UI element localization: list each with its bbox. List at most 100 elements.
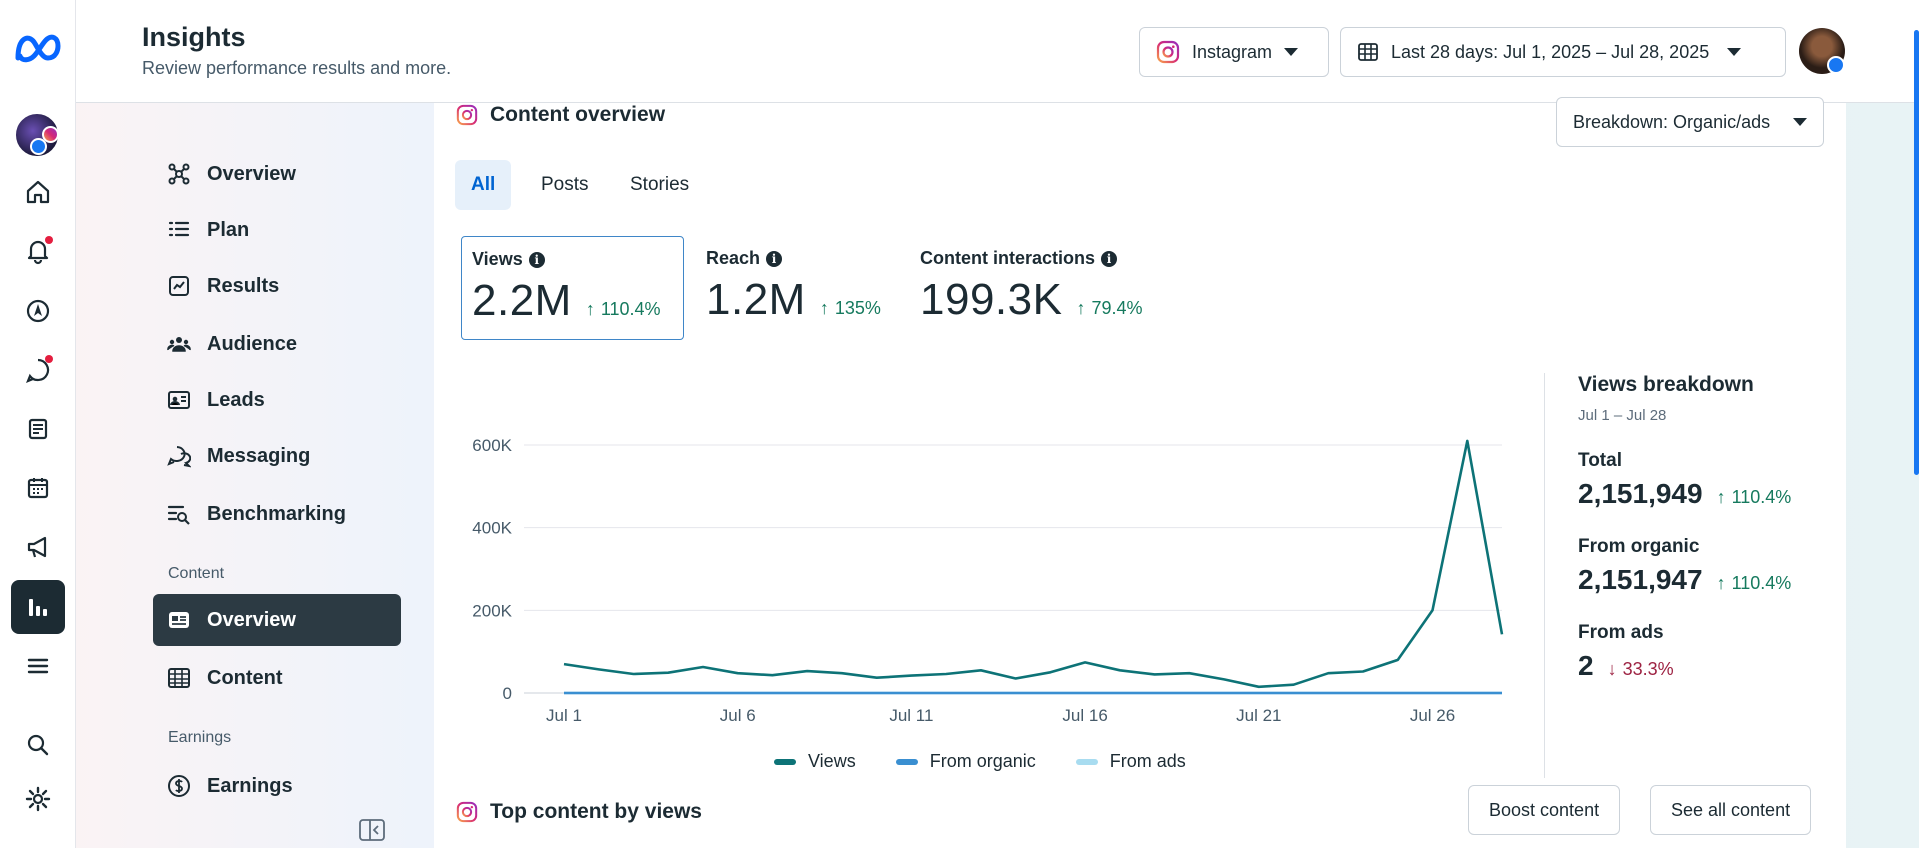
benchmarking-icon — [167, 505, 190, 525]
sidebar-item-label: Leads — [207, 388, 265, 411]
sidebar-item-label: Messaging — [207, 444, 311, 467]
arrow-up-icon: ↑ — [585, 299, 595, 319]
legend-label-views[interactable]: Views — [808, 751, 856, 771]
sidebar-item-content-overview[interactable]: Overview — [153, 594, 401, 646]
sidebar-item-label: Benchmarking — [207, 502, 346, 525]
calendar-grid-icon — [1358, 43, 1378, 61]
date-range-label: Last 28 days: Jul 1, 2025 – Jul 28, 2025 — [1391, 41, 1710, 62]
sidebar-item-plan[interactable]: Plan — [153, 204, 401, 256]
chat-bubble-icon[interactable] — [11, 343, 65, 397]
platform-select-label: Instagram — [1192, 41, 1273, 62]
sidebar-section-content: Content — [168, 565, 225, 582]
left-rail — [0, 0, 76, 848]
breakdown-title: Views breakdown — [1578, 373, 1754, 396]
meta-logo-icon[interactable] — [12, 28, 64, 68]
arrow-up-icon: ↑ — [819, 298, 829, 318]
content-overview-icon — [169, 612, 189, 628]
section-title: Content overview — [490, 103, 666, 126]
legend-swatch-views — [774, 758, 796, 765]
sidebar-item-messaging[interactable]: Messaging — [153, 430, 401, 482]
legend-swatch-ads — [1075, 758, 1098, 765]
home-icon[interactable] — [11, 165, 65, 219]
arrow-up-icon: ↑ — [1716, 487, 1726, 507]
facebook-badge-icon — [1827, 56, 1845, 74]
breakdown-change: ↑ 110.4% — [1716, 573, 1792, 593]
top-content-heading: Top content by views — [456, 800, 702, 824]
metric-change: ↑ 110.4% — [585, 299, 661, 319]
metric-label: Reach — [706, 248, 761, 268]
messaging-icon — [167, 446, 191, 468]
tab-posts[interactable]: Posts — [541, 174, 589, 195]
metric-value: 1.2M — [706, 275, 806, 324]
see-all-content-button[interactable]: See all content — [1650, 785, 1812, 835]
sidebar-item-label: Audience — [207, 332, 298, 355]
plan-icon — [168, 221, 190, 237]
menu-hamburger-icon[interactable] — [11, 639, 65, 693]
sidebar-item-benchmarking[interactable]: Benchmarking — [153, 488, 401, 540]
metric-change: ↑ 135% — [819, 298, 881, 318]
metric-views[interactable]: Views i 2.2M ↑ 110.4% — [461, 236, 684, 340]
breakdown-value: 2 — [1578, 650, 1594, 681]
info-icon[interactable]: i — [766, 250, 783, 267]
legend-swatch-organic — [895, 758, 918, 765]
tab-stories[interactable]: Stories — [630, 174, 690, 195]
legend-label-organic[interactable]: From organic — [929, 751, 1036, 771]
settings-gear-icon[interactable] — [11, 772, 65, 826]
search-icon[interactable] — [11, 718, 65, 772]
x-tick-label: Jul 11 — [889, 706, 933, 725]
megaphone-icon[interactable] — [11, 520, 65, 574]
platform-select[interactable]: Instagram — [1139, 27, 1329, 77]
notifications-bell-icon[interactable] — [11, 224, 65, 278]
metric-value: 199.3K — [920, 275, 1063, 324]
info-icon[interactable]: i — [528, 251, 545, 268]
sidebar-item-overview[interactable]: Overview — [153, 148, 401, 200]
posts-feed-icon[interactable] — [11, 402, 65, 456]
compass-icon[interactable] — [11, 284, 65, 338]
section-title: Top content by views — [490, 800, 702, 823]
breakdown-label: From ads — [1578, 622, 1664, 643]
y-tick-label: 400K — [472, 519, 512, 538]
sidebar-item-label: Content — [207, 666, 283, 689]
metric-content-interactions[interactable]: Content interactions i 199.3K ↑ 79.4% — [910, 236, 1170, 340]
sidebar-item-leads[interactable]: Leads — [153, 374, 401, 426]
y-tick-label: 0 — [503, 684, 512, 703]
sidebar-item-audience[interactable]: Audience — [153, 318, 401, 370]
breakdown-select[interactable]: Breakdown: Organic/ads — [1556, 97, 1824, 147]
dollar-icon — [168, 775, 190, 797]
breakdown-row-ads: From ads 2 ↓ 33.3% — [1578, 622, 1674, 682]
views-breakdown-panel: Views breakdown Jul 1 – Jul 28 — [1578, 373, 1754, 424]
breakdown-value: 2,151,949 — [1578, 478, 1703, 509]
tab-all[interactable]: All — [455, 160, 512, 210]
sidebar-section-earnings: Earnings — [168, 729, 232, 746]
page-scrollbar[interactable] — [1914, 30, 1919, 475]
date-range-select[interactable]: Last 28 days: Jul 1, 2025 – Jul 28, 2025 — [1340, 27, 1786, 77]
insights-bar-chart-icon[interactable] — [11, 580, 65, 634]
info-icon[interactable]: i — [1101, 250, 1118, 267]
boost-content-button[interactable]: Boost content — [1468, 785, 1621, 835]
breakdown-label: Total — [1578, 450, 1622, 471]
series-line-views[interactable] — [563, 439, 1504, 689]
x-tick-label: Jul 21 — [1236, 706, 1281, 725]
facebook-badge-icon — [30, 138, 47, 155]
chart-legend: Views From organic From ads — [774, 751, 1186, 772]
instagram-icon — [1156, 40, 1180, 64]
notification-dot — [45, 236, 53, 244]
sidebar-item-results[interactable]: Results — [153, 260, 401, 312]
collapse-sidebar-icon[interactable] — [358, 818, 386, 842]
metric-reach[interactable]: Reach i 1.2M ↑ 135% — [696, 236, 896, 340]
views-line-chart[interactable]: 0 200K 400K 600K Jul 1 Jul 6 Jul 11 Jul 16 Jul 2… — [434, 343, 1534, 743]
legend-label-ads[interactable]: From ads — [1109, 751, 1186, 771]
calendar-icon[interactable] — [11, 461, 65, 515]
instagram-icon — [456, 104, 478, 126]
y-tick-label: 200K — [472, 601, 512, 620]
instagram-badge-icon — [42, 126, 59, 143]
breakdown-change: ↓ 33.3% — [1607, 659, 1674, 679]
metric-label: Content interactions — [920, 248, 1096, 268]
content-overview-card: Content overview Breakdown: Organic/ads … — [434, 97, 1846, 848]
sidebar-item-label: Plan — [207, 218, 250, 241]
sidebar-item-earnings[interactable]: Earnings — [153, 760, 401, 812]
breakdown-row-organic: From organic 2,151,947 ↑ 110.4% — [1578, 536, 1791, 596]
sidebar-item-label: Overview — [207, 608, 296, 631]
arrow-up-icon: ↑ — [1076, 298, 1086, 318]
sidebar-item-content[interactable]: Content — [153, 652, 401, 704]
